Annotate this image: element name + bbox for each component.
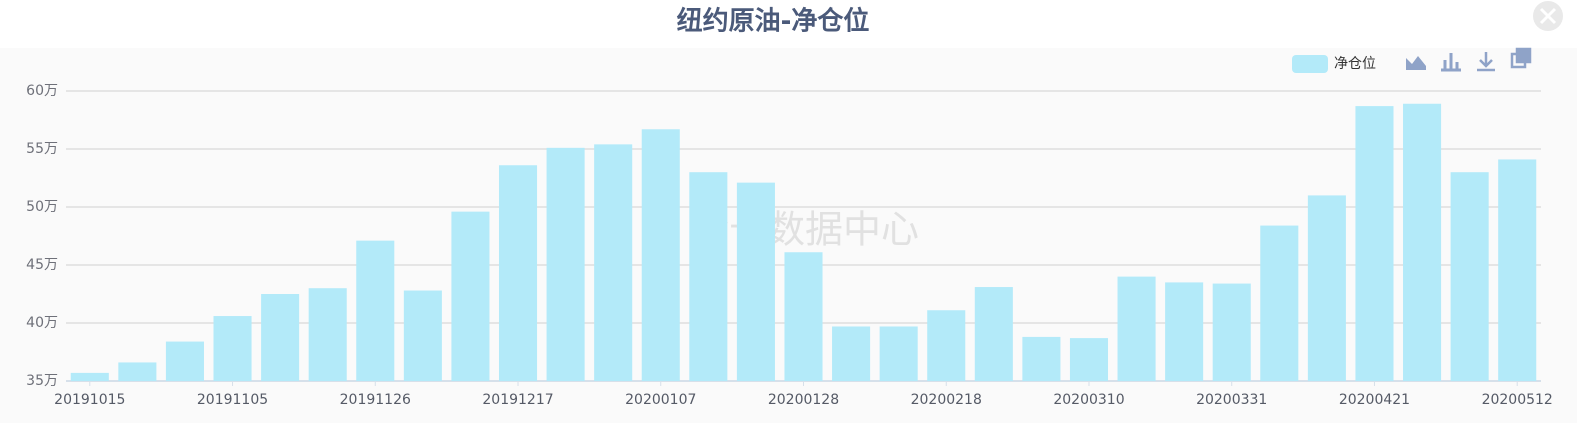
bar bbox=[308, 288, 347, 381]
bar bbox=[1498, 159, 1537, 381]
x-tick-label: 20200421 bbox=[1339, 392, 1410, 408]
bar bbox=[261, 294, 300, 381]
bar bbox=[118, 362, 157, 381]
bar bbox=[1307, 195, 1346, 381]
bar bbox=[927, 310, 966, 381]
bar bbox=[1212, 283, 1251, 381]
bar bbox=[641, 129, 680, 381]
x-tick-label: 20191217 bbox=[482, 392, 553, 408]
y-tick-label: 35万 bbox=[26, 373, 58, 389]
bar bbox=[1260, 225, 1299, 381]
legend-label: 净仓位 bbox=[1334, 56, 1376, 72]
x-tick-label: 20200128 bbox=[768, 392, 839, 408]
bar bbox=[356, 240, 395, 381]
bar bbox=[70, 372, 109, 381]
x-tick-label: 20191105 bbox=[197, 392, 268, 408]
bar bbox=[451, 211, 490, 381]
x-tick-label: 20200310 bbox=[1053, 392, 1124, 408]
bar bbox=[1165, 282, 1204, 381]
bar bbox=[879, 326, 918, 381]
bar bbox=[165, 341, 204, 381]
y-tick-label: 50万 bbox=[26, 199, 58, 215]
legend-swatch bbox=[1292, 55, 1328, 73]
y-tick-label: 55万 bbox=[26, 141, 58, 157]
bar bbox=[1403, 103, 1442, 381]
bar bbox=[974, 287, 1013, 381]
x-tick-label: 20191126 bbox=[340, 392, 411, 408]
y-tick-label: 40万 bbox=[26, 315, 58, 331]
toolbox[interactable] bbox=[1406, 47, 1532, 72]
y-tick-label: 60万 bbox=[26, 83, 58, 99]
bar bbox=[1069, 338, 1109, 381]
bar bbox=[403, 290, 442, 381]
watermark: 金十数据中心 bbox=[691, 208, 919, 252]
x-tick-label: 20191015 bbox=[54, 392, 125, 408]
bar bbox=[498, 165, 538, 381]
x-tick-label: 20200512 bbox=[1482, 392, 1553, 408]
bar bbox=[1450, 172, 1489, 381]
bar bbox=[689, 172, 728, 381]
x-tick-label: 20200331 bbox=[1196, 392, 1267, 408]
bar bbox=[832, 326, 871, 381]
bar bbox=[1117, 276, 1156, 381]
bar bbox=[1022, 336, 1061, 381]
chart-title: 纽约原油-净仓位 bbox=[677, 6, 870, 37]
x-tick-label: 20200107 bbox=[625, 392, 696, 408]
bar bbox=[1355, 106, 1394, 381]
close-button[interactable] bbox=[1533, 1, 1563, 31]
x-tick-label: 20200218 bbox=[911, 392, 982, 408]
bar bbox=[546, 147, 585, 381]
y-tick-label: 45万 bbox=[26, 257, 58, 273]
bar bbox=[594, 144, 633, 381]
bar bbox=[213, 316, 252, 381]
bar bbox=[736, 182, 775, 381]
bar bbox=[784, 252, 823, 381]
